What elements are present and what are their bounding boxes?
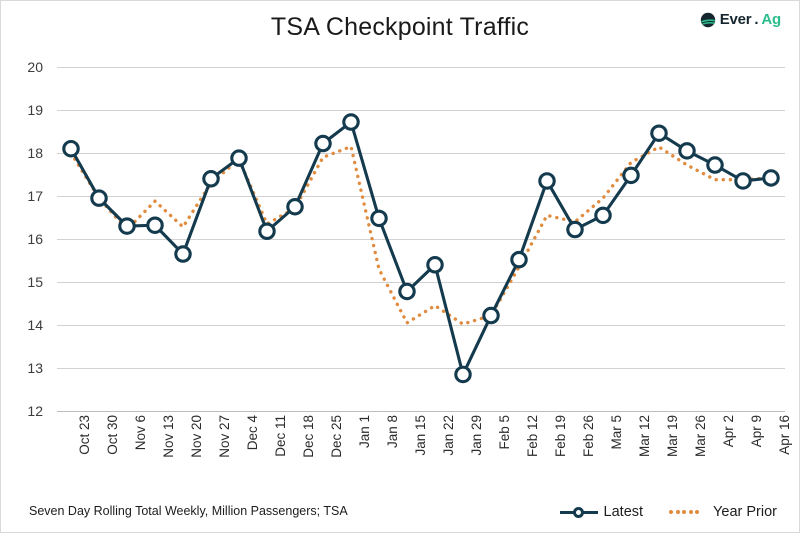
data-point-marker[interactable] [370,209,388,228]
gridline [57,239,785,240]
x-axis-tick-label: Mar 12 [636,415,652,458]
x-axis-tick-label: Apr 16 [776,415,792,455]
x-axis-tick-label: Jan 15 [412,415,428,456]
x-axis-tick-label: Mar 19 [664,415,680,458]
data-point-marker[interactable] [62,139,80,158]
x-axis-tick-label: Feb 12 [524,415,540,458]
data-point-marker[interactable] [230,149,248,167]
x-axis-tick-label: Feb 5 [496,415,512,450]
series-line-latest [69,120,773,376]
x-axis-tick-label: Jan 1 [356,415,372,449]
data-point-marker[interactable] [566,220,584,239]
data-point-marker[interactable] [650,124,668,142]
data-point-marker[interactable] [482,306,500,325]
page-title: TSA Checkpoint Traffic [270,13,530,41]
y-axis-tick-label: 18 [27,145,43,161]
data-point-marker[interactable] [734,172,752,190]
gridline [57,368,785,369]
x-axis-tick-label: Dec 4 [244,415,260,451]
brand-logo: Ever. Ag [700,11,781,28]
data-point-marker[interactable] [342,113,360,131]
y-axis: 20 19 18 17 16 15 14 13 12 [1,59,51,419]
gridline [57,196,785,197]
y-axis-tick-label: 20 [27,59,43,75]
x-axis-tick-label: Apr 2 [720,415,736,448]
y-axis-tick-label: 13 [27,360,43,376]
data-point-marker[interactable] [762,169,780,187]
data-point-marker[interactable] [622,166,640,185]
x-axis-tick-label: Feb 26 [580,415,596,458]
gridlines [57,67,785,412]
legend-label-year-prior: Year Prior [713,504,777,520]
y-axis-tick-label: 15 [27,274,43,290]
data-point-marker[interactable] [706,156,724,174]
gridline [57,411,785,412]
brand-name-dot: . [754,11,759,28]
ever-ag-swoosh-icon [700,12,716,28]
x-axis: Oct 23 Oct 30 Nov 6 Nov 13 Nov 20 Nov 27 Dec 4… [57,415,792,495]
data-point-marker[interactable] [510,250,528,269]
data-point-marker[interactable] [398,282,416,301]
x-axis-tick-label: Jan 29 [468,415,484,456]
x-axis-tick-label: Dec 25 [328,415,344,458]
data-point-marker[interactable] [118,217,136,235]
data-point-marker[interactable] [90,189,108,207]
data-point-marker[interactable] [286,198,304,216]
y-axis-tick-label: 17 [27,188,43,204]
x-axis-tick-label: Dec 11 [272,415,288,457]
brand-name-secondary: Ag [761,11,781,28]
series-layer [62,113,780,384]
x-axis-tick-label: Nov 27 [216,415,232,458]
x-axis-tick-label: Mar 26 [692,415,708,458]
x-axis-tick-label: Feb 19 [552,415,568,458]
x-axis-tick-label: Mar 5 [608,415,624,450]
gridline [57,67,785,68]
legend-item-latest: Latest [559,504,644,520]
gridline [57,282,785,283]
x-axis-tick-label: Nov 6 [132,415,148,451]
data-point-marker[interactable] [258,222,276,241]
x-axis-tick-label: Nov 20 [188,415,204,458]
data-point-marker[interactable] [538,172,556,190]
x-axis-tick-label: Apr 9 [748,415,764,448]
gridline [57,110,785,111]
data-point-marker[interactable] [314,134,332,153]
data-point-marker[interactable] [146,216,164,234]
x-axis-tick-label: Jan 22 [440,415,456,456]
footnote: Seven Day Rolling Total Weekly, Million … [29,504,348,518]
x-axis-tick-label: Jan 8 [384,415,400,449]
y-axis-tick-label: 16 [27,231,43,247]
legend: Latest Year Prior [559,504,777,520]
legend-swatch-latest-icon [559,505,598,519]
y-axis-tick-label: 14 [27,317,43,333]
gridline [57,325,785,326]
brand-name-primary: Ever [719,11,752,28]
data-point-marker[interactable] [174,245,192,263]
data-point-marker[interactable] [454,365,472,384]
data-point-marker[interactable] [678,142,696,160]
x-axis-tick-label: Nov 13 [160,415,176,458]
legend-label-latest: Latest [603,504,644,520]
gridline [57,153,785,154]
series-line-year-prior [69,144,773,327]
data-point-marker[interactable] [426,256,444,274]
y-axis-tick-label: 19 [27,102,43,118]
legend-item-year-prior: Year Prior [669,504,777,520]
data-point-marker[interactable] [594,206,612,225]
x-axis-tick-label: Oct 23 [76,415,92,455]
data-point-marker[interactable] [202,170,220,188]
x-axis-tick-label: Dec 18 [300,415,316,458]
plot-area [57,67,785,412]
y-axis-tick-label: 12 [27,403,43,419]
x-axis-tick-label: Oct 30 [104,415,120,455]
legend-swatch-year-prior-icon [669,510,707,514]
